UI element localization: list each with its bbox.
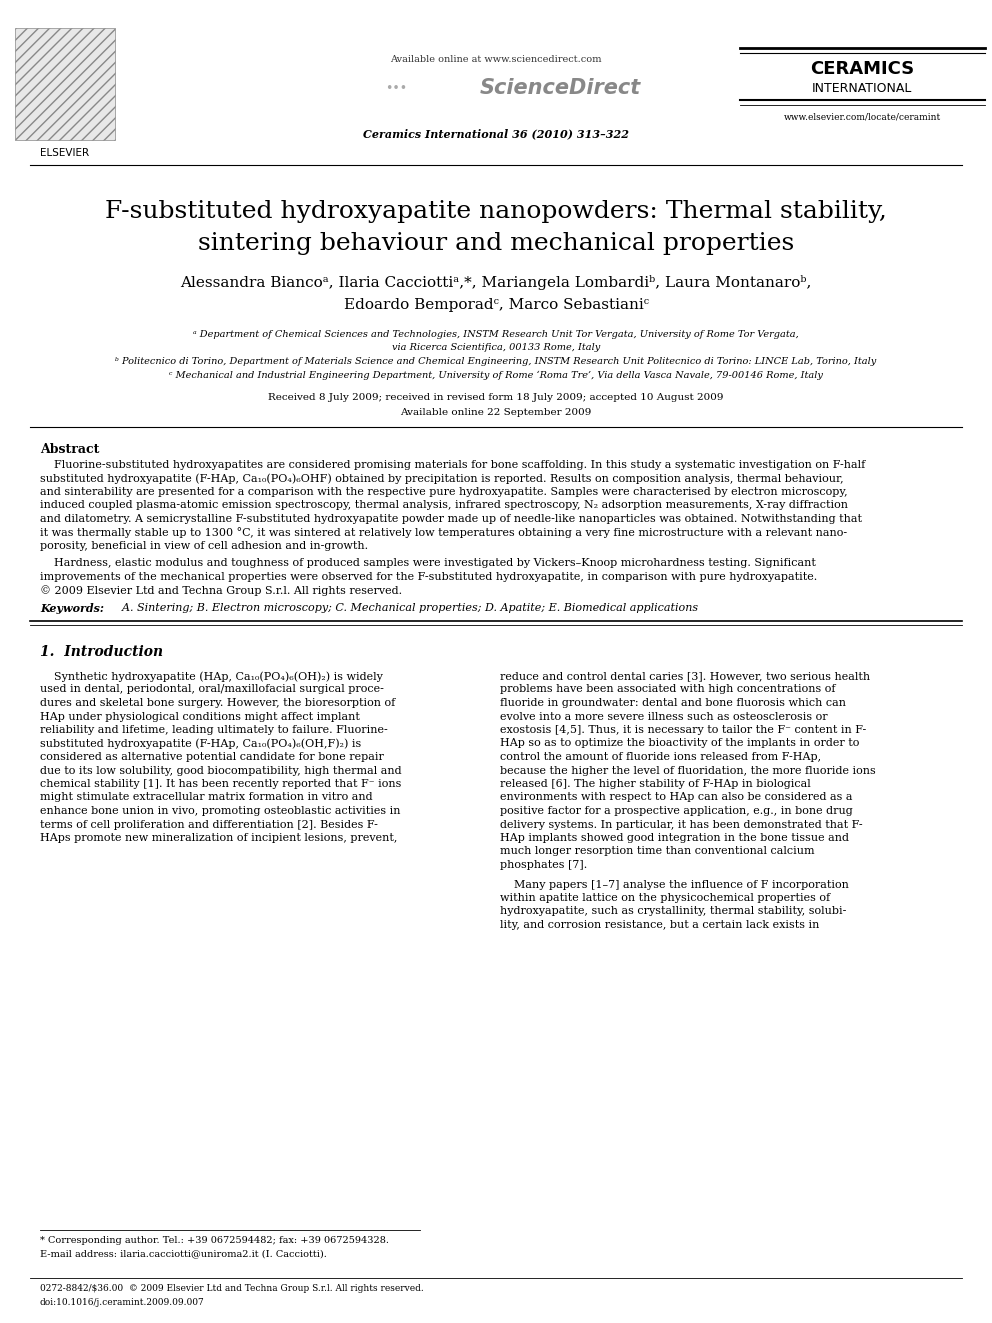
Text: Keywords:: Keywords: [40, 603, 104, 614]
Text: enhance bone union in vivo, promoting osteoblastic activities in: enhance bone union in vivo, promoting os… [40, 806, 401, 816]
Text: Received 8 July 2009; received in revised form 18 July 2009; accepted 10 August : Received 8 July 2009; received in revise… [268, 393, 724, 402]
Text: it was thermally stable up to 1300 °C, it was sintered at relatively low tempera: it was thermally stable up to 1300 °C, i… [40, 528, 847, 538]
Text: ᵇ Politecnico di Torino, Department of Materials Science and Chemical Engineerin: ᵇ Politecnico di Torino, Department of M… [115, 357, 877, 366]
Text: 0272-8842/$36.00  © 2009 Elsevier Ltd and Techna Group S.r.l. All rights reserve: 0272-8842/$36.00 © 2009 Elsevier Ltd and… [40, 1285, 424, 1293]
Text: Fluorine-substituted hydroxyapatites are considered promising materials for bone: Fluorine-substituted hydroxyapatites are… [40, 460, 865, 470]
Text: reduce and control dental caries [3]. However, two serious health: reduce and control dental caries [3]. Ho… [500, 671, 870, 681]
Text: www.elsevier.com/locate/ceramint: www.elsevier.com/locate/ceramint [784, 112, 940, 120]
Text: problems have been associated with high concentrations of: problems have been associated with high … [500, 684, 835, 695]
Text: Alessandra Biancoᵃ, Ilaria Cacciottiᵃ,*, Mariangela Lombardiᵇ, Laura Montanaroᵇ,: Alessandra Biancoᵃ, Ilaria Cacciottiᵃ,*,… [181, 275, 811, 290]
Text: Edoardo Bemporadᶜ, Marco Sebastianiᶜ: Edoardo Bemporadᶜ, Marco Sebastianiᶜ [343, 298, 649, 312]
Text: exostosis [4,5]. Thus, it is necessary to tailor the F⁻ content in F-: exostosis [4,5]. Thus, it is necessary t… [500, 725, 866, 736]
Text: ᵃ Department of Chemical Sciences and Technologies, INSTM Research Unit Tor Verg: ᵃ Department of Chemical Sciences and Te… [193, 329, 799, 339]
Text: much longer resorption time than conventional calcium: much longer resorption time than convent… [500, 847, 814, 856]
Text: ELSEVIER: ELSEVIER [41, 148, 89, 157]
Bar [15, 28, 115, 140]
Text: CERAMICS: CERAMICS [809, 60, 914, 78]
Text: considered as alternative potential candidate for bone repair: considered as alternative potential cand… [40, 751, 384, 762]
Text: chemical stability [1]. It has been recently reported that F⁻ ions: chemical stability [1]. It has been rece… [40, 779, 402, 789]
Text: doi:10.1016/j.ceramint.2009.09.007: doi:10.1016/j.ceramint.2009.09.007 [40, 1298, 204, 1307]
Text: sintering behaviour and mechanical properties: sintering behaviour and mechanical prope… [197, 232, 795, 255]
Text: Available online at www.sciencedirect.com: Available online at www.sciencedirect.co… [390, 56, 602, 64]
Text: E-mail address: ilaria.cacciotti@uniroma2.it (I. Cacciotti).: E-mail address: ilaria.cacciotti@uniroma… [40, 1249, 327, 1258]
Text: * Corresponding author. Tel.: +39 0672594482; fax: +39 0672594328.: * Corresponding author. Tel.: +39 067259… [40, 1236, 389, 1245]
Text: improvements of the mechanical properties were observed for the F-substituted hy: improvements of the mechanical propertie… [40, 572, 817, 582]
Text: phosphates [7].: phosphates [7]. [500, 860, 587, 871]
Text: terms of cell proliferation and differentiation [2]. Besides F-: terms of cell proliferation and differen… [40, 819, 378, 830]
Text: porosity, beneficial in view of cell adhesion and in-growth.: porosity, beneficial in view of cell adh… [40, 541, 368, 550]
Text: HAp so as to optimize the bioactivity of the implants in order to: HAp so as to optimize the bioactivity of… [500, 738, 859, 749]
Text: positive factor for a prospective application, e.g., in bone drug: positive factor for a prospective applic… [500, 806, 853, 816]
Text: 1.  Introduction: 1. Introduction [40, 646, 163, 659]
Text: lity, and corrosion resistance, but a certain lack exists in: lity, and corrosion resistance, but a ce… [500, 919, 819, 930]
Text: and sinterability are presented for a comparison with the respective pure hydrox: and sinterability are presented for a co… [40, 487, 847, 497]
Text: evolve into a more severe illness such as osteosclerosis or: evolve into a more severe illness such a… [500, 712, 827, 721]
Text: Hardness, elastic modulus and toughness of produced samples were investigated by: Hardness, elastic modulus and toughness … [40, 558, 815, 569]
Text: dures and skeletal bone surgery. However, the bioresorption of: dures and skeletal bone surgery. However… [40, 699, 395, 708]
Text: induced coupled plasma-atomic emission spectroscopy, thermal analysis, infrared : induced coupled plasma-atomic emission s… [40, 500, 848, 511]
Text: reliability and lifetime, leading ultimately to failure. Fluorine-: reliability and lifetime, leading ultima… [40, 725, 388, 736]
Text: Synthetic hydroxyapatite (HAp, Ca₁₀(PO₄)₆(OH)₂) is widely: Synthetic hydroxyapatite (HAp, Ca₁₀(PO₄)… [40, 671, 383, 681]
Text: Many papers [1–7] analyse the influence of F incorporation: Many papers [1–7] analyse the influence … [500, 880, 849, 889]
Text: hydroxyapatite, such as crystallinity, thermal stability, solubi-: hydroxyapatite, such as crystallinity, t… [500, 906, 846, 917]
Text: HAp implants showed good integration in the bone tissue and: HAp implants showed good integration in … [500, 833, 849, 843]
Text: might stimulate extracellular matrix formation in vitro and: might stimulate extracellular matrix for… [40, 792, 373, 803]
Text: HAps promote new mineralization of incipient lesions, prevent,: HAps promote new mineralization of incip… [40, 833, 398, 843]
Text: substituted hydroxyapatite (F-HAp, Ca₁₀(PO₄)₆OHF) obtained by precipitation is r: substituted hydroxyapatite (F-HAp, Ca₁₀(… [40, 474, 843, 484]
Text: Available online 22 September 2009: Available online 22 September 2009 [401, 407, 591, 417]
Text: and dilatometry. A semicrystalline F-substituted hydroxyapatite powder made up o: and dilatometry. A semicrystalline F-sub… [40, 515, 862, 524]
Text: HAp under physiological conditions might affect implant: HAp under physiological conditions might… [40, 712, 360, 721]
Text: F-substituted hydroxyapatite nanopowders: Thermal stability,: F-substituted hydroxyapatite nanopowders… [105, 200, 887, 224]
Text: due to its low solubility, good biocompatibility, high thermal and: due to its low solubility, good biocompa… [40, 766, 402, 775]
Text: A. Sintering; B. Electron microscopy; C. Mechanical properties; D. Apatite; E. B: A. Sintering; B. Electron microscopy; C.… [115, 603, 698, 613]
Text: Abstract: Abstract [40, 443, 99, 456]
Text: Ceramics International 36 (2010) 313–322: Ceramics International 36 (2010) 313–322 [363, 128, 629, 139]
Text: substituted hydroxyapatite (F-HAp, Ca₁₀(PO₄)₆(OH,F)₂) is: substituted hydroxyapatite (F-HAp, Ca₁₀(… [40, 738, 361, 749]
Text: fluoride in groundwater: dental and bone fluorosis which can: fluoride in groundwater: dental and bone… [500, 699, 846, 708]
Text: control the amount of fluoride ions released from F-HAp,: control the amount of fluoride ions rele… [500, 751, 821, 762]
Text: used in dental, periodontal, oral/maxillofacial surgical proce-: used in dental, periodontal, oral/maxill… [40, 684, 384, 695]
Text: © 2009 Elsevier Ltd and Techna Group S.r.l. All rights reserved.: © 2009 Elsevier Ltd and Techna Group S.r… [40, 586, 402, 597]
Text: via Ricerca Scientifica, 00133 Rome, Italy: via Ricerca Scientifica, 00133 Rome, Ita… [392, 343, 600, 352]
Text: INTERNATIONAL: INTERNATIONAL [811, 82, 913, 95]
Text: environments with respect to HAp can also be considered as a: environments with respect to HAp can als… [500, 792, 852, 803]
Text: delivery systems. In particular, it has been demonstrated that F-: delivery systems. In particular, it has … [500, 819, 863, 830]
Text: released [6]. The higher stability of F-HAp in biological: released [6]. The higher stability of F-… [500, 779, 810, 789]
Text: ScienceDirect: ScienceDirect [480, 78, 641, 98]
Text: within apatite lattice on the physicochemical properties of: within apatite lattice on the physicoche… [500, 893, 830, 904]
Text: •••: ••• [385, 82, 407, 95]
Text: ᶜ Mechanical and Industrial Engineering Department, University of Rome ‘Roma Tre: ᶜ Mechanical and Industrial Engineering … [169, 370, 823, 380]
Text: because the higher the level of fluoridation, the more fluoride ions: because the higher the level of fluorida… [500, 766, 876, 775]
